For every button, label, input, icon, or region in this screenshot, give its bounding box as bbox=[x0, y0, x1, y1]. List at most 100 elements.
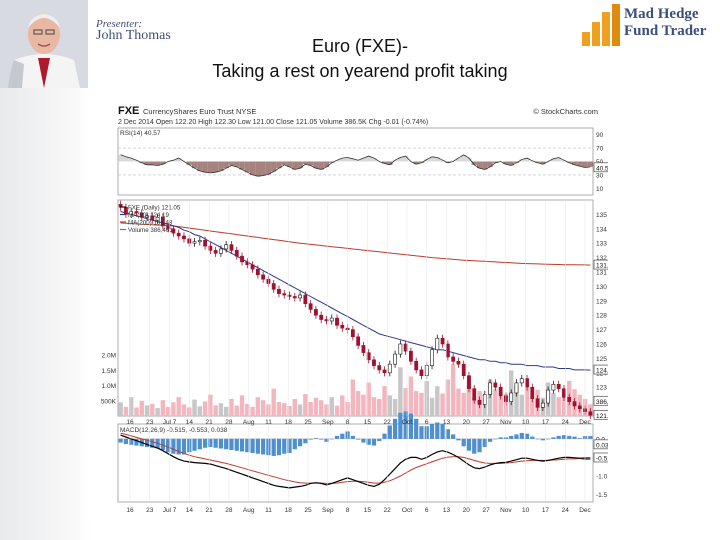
rsi-area-bar bbox=[118, 154, 124, 162]
rsi-area-bar bbox=[313, 161, 319, 169]
rsi-area-bar bbox=[397, 157, 403, 162]
rsi-area-bar bbox=[566, 161, 572, 163]
macd-histogram-bar bbox=[192, 438, 197, 451]
price-last-label-box bbox=[593, 364, 608, 375]
x-tick-label-upper: 17 bbox=[542, 419, 550, 426]
price-candle-body bbox=[435, 337, 440, 351]
rsi-area-bar bbox=[244, 161, 250, 173]
macd-histogram-bar bbox=[229, 438, 234, 450]
macd-histogram-bar bbox=[123, 438, 129, 445]
volume-bar bbox=[561, 392, 567, 416]
macd-histogram-bar bbox=[509, 435, 514, 439]
slide-title: Euro (FXE)- Taking a rest on yearend pro… bbox=[160, 34, 560, 84]
price-tick-label: 126 bbox=[596, 342, 607, 349]
volume-bar bbox=[276, 402, 282, 416]
price-candle-body bbox=[445, 343, 450, 358]
x-tick-label-lower: 23 bbox=[146, 507, 154, 514]
volume-bar bbox=[282, 403, 287, 416]
macd-histogram-bar bbox=[477, 438, 482, 453]
volume-bar bbox=[524, 388, 530, 416]
price-candle-body bbox=[519, 378, 524, 384]
volume-bar bbox=[429, 397, 435, 416]
macd-histogram-bar bbox=[445, 429, 450, 439]
price-candle-body bbox=[314, 309, 318, 316]
x-tick-label-lower: 16 bbox=[126, 507, 134, 514]
rsi-area-bar bbox=[587, 161, 593, 167]
x-tick-label-upper: 16 bbox=[126, 419, 134, 426]
macd-histogram-bar bbox=[561, 435, 567, 439]
rsi-panel: RSI(14) 40.57 90 70 50 30 10 40.57 bbox=[117, 127, 608, 196]
price-candle-body bbox=[477, 399, 482, 405]
macd-histogram-bar bbox=[403, 411, 408, 439]
price-tick-label: 130 bbox=[596, 284, 607, 291]
x-tick-label-lower: 28 bbox=[225, 507, 233, 514]
price-candle-body bbox=[303, 294, 308, 304]
price-candle-body bbox=[319, 314, 324, 320]
volume-bar bbox=[366, 382, 371, 416]
x-tick-label-upper: 23 bbox=[146, 419, 154, 426]
price-legend-entry: FXE (Daily) 121.05 bbox=[128, 205, 181, 212]
volume-bar bbox=[408, 376, 414, 416]
price-candle-body bbox=[176, 232, 181, 237]
price-candle-body bbox=[482, 394, 487, 405]
volume-tick-label: 500K bbox=[101, 398, 117, 405]
rsi-area-bar bbox=[255, 161, 261, 177]
rsi-area-bar bbox=[508, 161, 514, 166]
price-candle-body bbox=[229, 244, 234, 251]
macd-histogram-bar bbox=[540, 438, 545, 441]
macd-histogram-bar bbox=[498, 437, 503, 439]
rsi-area-bar bbox=[413, 161, 419, 165]
rsi-area-bar bbox=[503, 161, 509, 165]
volume-bar bbox=[340, 395, 345, 416]
rsi-area-bar bbox=[461, 154, 467, 162]
macd-histogram-bar bbox=[329, 438, 334, 440]
rsi-area-bar bbox=[550, 158, 557, 162]
macd-tick-label: -1.5 bbox=[596, 492, 608, 499]
macd-histogram-bar bbox=[482, 438, 487, 448]
volume-bar bbox=[197, 406, 203, 416]
price-candle-body bbox=[213, 250, 218, 254]
rsi-area-bar bbox=[176, 158, 182, 162]
volume-bar bbox=[192, 399, 197, 416]
price-candle-body bbox=[472, 388, 477, 401]
x-tick-label-lower: 20 bbox=[463, 507, 471, 514]
rsi-area-bar bbox=[154, 161, 161, 166]
rsi-area-bar bbox=[360, 158, 367, 162]
macd-histogram-bar bbox=[181, 438, 187, 455]
x-tick-label-upper: 22 bbox=[384, 419, 392, 426]
presenter-block: Presenter: John Thomas bbox=[96, 18, 171, 44]
price-candle-body bbox=[208, 245, 213, 251]
rsi-area-bar bbox=[297, 161, 303, 169]
macd-histogram-bar bbox=[514, 434, 519, 439]
volume-tick-label: 1.0M bbox=[102, 383, 116, 390]
volume-bar bbox=[260, 400, 266, 416]
macd-histogram-bar bbox=[218, 438, 224, 449]
macd-histogram-bar bbox=[319, 438, 324, 440]
volume-bar bbox=[250, 406, 255, 416]
volume-bar bbox=[150, 403, 155, 416]
macd-histogram-bar bbox=[414, 418, 419, 439]
volume-bar bbox=[144, 405, 150, 416]
rsi-area-bar bbox=[202, 161, 208, 173]
price-tick-label: 127 bbox=[596, 327, 607, 334]
volume-bar bbox=[308, 402, 313, 416]
macd-histogram-bar bbox=[308, 438, 313, 440]
price-last-label: 386,461 bbox=[596, 399, 608, 406]
macd-histogram-bar bbox=[313, 438, 319, 439]
price-candle-body bbox=[377, 365, 382, 371]
price-candle-body bbox=[361, 345, 366, 353]
macd-last-label-box bbox=[593, 439, 608, 450]
rsi-area-bar bbox=[561, 160, 567, 162]
rsi-area-bar bbox=[471, 161, 477, 165]
price-last-label-box bbox=[593, 409, 608, 420]
price-tick-label: 132 bbox=[596, 255, 607, 262]
price-candle-body bbox=[155, 216, 160, 221]
price-candle-body bbox=[493, 382, 498, 388]
volume-bar bbox=[498, 395, 503, 416]
macd-histogram-bar bbox=[398, 412, 403, 439]
macd-histogram-bar bbox=[118, 438, 123, 443]
macd-histogram-bar bbox=[261, 438, 266, 455]
price-legend-entry: MA(200) 131.48 bbox=[128, 220, 173, 227]
macd-frame bbox=[117, 423, 594, 503]
rsi-area-bar bbox=[329, 161, 335, 163]
